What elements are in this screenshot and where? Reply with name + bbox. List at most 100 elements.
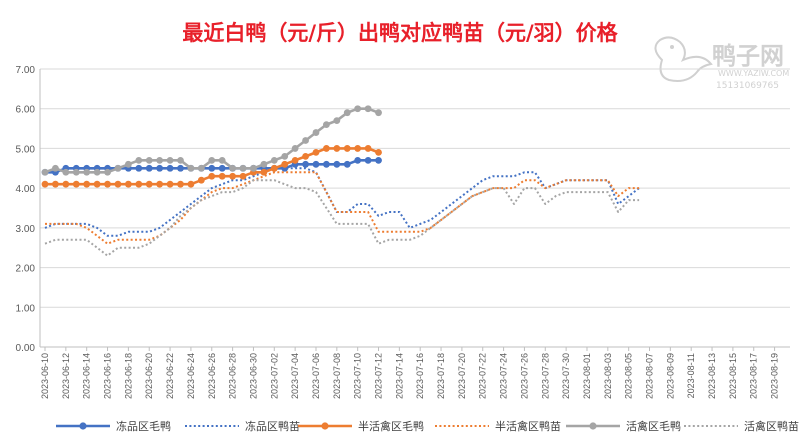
legend: 冻品区毛鸭 冻品区鸭苗 半活禽区毛鸭 半活禽区鸭苗 活禽区毛鸭 活禽区鸭苗	[56, 419, 799, 433]
data-point	[208, 172, 216, 180]
data-point	[72, 180, 80, 188]
data-point	[260, 160, 268, 168]
data-point	[375, 156, 382, 164]
x-tick-label: 2023-06-20	[144, 353, 154, 399]
data-point	[41, 180, 49, 188]
series-line	[44, 167, 640, 237]
data-point	[375, 149, 382, 156]
x-tick-label: 2023-08-11	[686, 353, 696, 398]
x-tick-label: 2023-07-14	[394, 353, 404, 399]
data-point	[156, 164, 164, 172]
series-layer	[41, 105, 640, 257]
x-tick-label: 2023-06-16	[103, 353, 113, 399]
series-line	[45, 171, 640, 245]
data-point	[83, 168, 91, 176]
x-tick-label: 2023-06-24	[186, 353, 196, 399]
data-point	[218, 156, 226, 164]
data-point	[135, 156, 143, 164]
y-tick-label: 0.00	[16, 343, 36, 354]
data-point	[72, 168, 80, 176]
data-point	[333, 145, 341, 152]
x-tick-label: 2023-08-17	[749, 353, 759, 399]
x-tick-label: 2023-06-28	[228, 353, 238, 399]
x-tick-label: 2023-07-30	[561, 353, 571, 399]
legend-label: 活禽区鸭苗	[744, 419, 799, 433]
x-tick-label: 2023-08-19	[770, 353, 780, 399]
legend-item: 活禽区毛鸭	[566, 419, 681, 433]
series-3	[41, 145, 382, 188]
x-tick-label: 2023-06-18	[123, 353, 133, 399]
chart-title: 最近白鸭（元/斤）出鸭对应鸭苗（元/羽）价格	[182, 21, 618, 45]
data-point	[135, 180, 143, 188]
watermark-phone: 15131069765	[716, 81, 779, 91]
data-point	[93, 168, 101, 176]
data-point	[197, 176, 205, 184]
x-tick-label: 2023-06-26	[207, 353, 217, 399]
data-point	[135, 164, 143, 172]
data-point	[281, 160, 289, 168]
data-point	[229, 172, 237, 180]
data-point	[177, 164, 184, 172]
series-4	[45, 171, 640, 245]
watermark-brand: 鸭子网	[712, 42, 784, 70]
data-point	[156, 180, 164, 188]
data-point	[166, 156, 174, 164]
data-point	[62, 168, 70, 176]
data-point	[281, 152, 289, 160]
x-tick-label: 2023-07-26	[519, 353, 529, 399]
data-point	[364, 145, 372, 152]
data-point	[218, 172, 226, 180]
y-tick-label: 1.00	[16, 303, 36, 314]
data-point	[177, 180, 184, 188]
x-tick-label: 2023-08-13	[707, 353, 717, 399]
x-tick-label: 2023-07-02	[269, 353, 279, 399]
x-tick-label: 2023-08-07	[645, 353, 655, 399]
x-tick-label: 2023-07-10	[353, 353, 363, 399]
data-point	[124, 180, 132, 188]
data-point	[323, 121, 330, 128]
data-point	[270, 164, 278, 172]
data-point	[333, 117, 341, 125]
data-point	[166, 164, 174, 172]
data-point	[239, 164, 247, 172]
data-point	[177, 156, 184, 164]
data-point	[302, 137, 309, 144]
legend-item: 冻品区毛鸭	[56, 419, 171, 433]
data-point	[145, 180, 153, 188]
y-tick-label: 3.00	[16, 224, 36, 235]
y-tick-label: 5.00	[16, 144, 36, 155]
data-point	[156, 156, 164, 164]
data-point	[375, 109, 382, 117]
duck-logo-icon	[654, 36, 713, 82]
x-tick-label: 2023-06-12	[61, 353, 71, 399]
data-point	[187, 180, 195, 188]
x-tick-label: 2023-07-04	[290, 353, 300, 399]
data-point	[343, 109, 351, 117]
x-tick-label: 2023-07-16	[415, 353, 425, 399]
legend-item: 半活禽区毛鸭	[298, 419, 424, 433]
data-point	[166, 180, 174, 188]
x-tick-label: 2023-07-24	[499, 353, 509, 399]
legend-marker	[321, 422, 329, 430]
data-point	[291, 156, 299, 164]
x-tick-label: 2023-06-14	[82, 353, 92, 399]
data-point	[208, 156, 216, 164]
data-point	[93, 180, 101, 188]
data-point	[52, 180, 59, 188]
x-tick-label: 2023-08-15	[728, 353, 738, 399]
y-tick-label: 7.00	[16, 65, 36, 76]
data-point	[260, 168, 268, 176]
x-tick-label: 2023-08-01	[582, 353, 592, 399]
data-point	[364, 105, 372, 113]
legend-item: 半活禽区鸭苗	[435, 419, 561, 433]
data-point	[312, 149, 320, 156]
data-point	[250, 164, 257, 172]
data-point	[41, 168, 49, 176]
x-tick-label: 2023-08-05	[624, 353, 634, 399]
x-tick-label: 2023-08-03	[603, 353, 613, 399]
data-point	[270, 156, 278, 164]
data-point	[302, 160, 309, 168]
series-2	[44, 167, 640, 237]
data-point	[62, 180, 70, 188]
x-tick-label: 2023-06-22	[165, 353, 175, 399]
